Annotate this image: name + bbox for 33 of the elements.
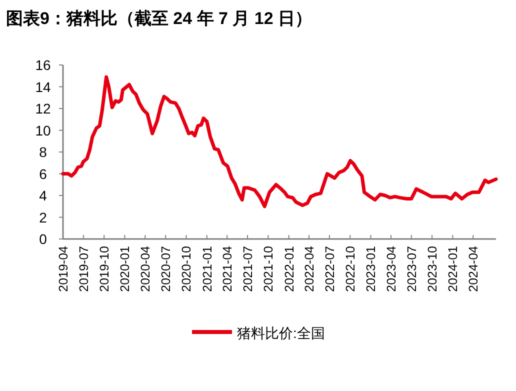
x-tick-label: 2019-07	[76, 246, 91, 292]
legend: 猪料比价:全国	[192, 325, 325, 341]
x-tick-label: 2022-04	[302, 246, 317, 292]
x-tick-label: 2019-10	[98, 246, 112, 292]
x-tick-label: 2019-04	[56, 246, 70, 292]
legend-label: 猪料比价:全国	[237, 325, 325, 341]
x-tick-label: 2020-01	[118, 246, 132, 292]
y-tick-label: 16	[35, 57, 51, 73]
x-tick-label: 2023-07	[404, 246, 419, 292]
x-tick-label: 2021-01	[200, 246, 214, 292]
x-tick-label: 2023-04	[384, 246, 398, 292]
x-tick-label: 2024-01	[446, 246, 460, 292]
x-tick-label: 2023-01	[364, 246, 378, 292]
y-tick-label: 0	[39, 231, 48, 247]
y-tick-label: 2	[39, 209, 48, 226]
x-tick-label: 2022-07	[322, 246, 337, 292]
y-tick-label: 6	[39, 166, 48, 182]
y-tick-label: 14	[35, 78, 51, 95]
chart-title: 图表9：猪料比（截至 24 年 7 月 12 日）	[6, 9, 312, 28]
x-tick-label: 2021-07	[241, 246, 256, 292]
x-tick-label: 2020-07	[159, 246, 174, 292]
x-tick-label: 2021-04	[220, 246, 235, 292]
x-tick-label: 2022-01	[282, 246, 296, 292]
x-tick-label: 2021-10	[262, 246, 276, 292]
y-tick-label: 10	[35, 122, 51, 138]
y-tick-label: 8	[39, 144, 48, 160]
x-tick-label: 2022-10	[344, 246, 358, 292]
x-tick-label: 2024-04	[466, 246, 481, 292]
x-tick-label: 2020-04	[138, 246, 153, 292]
x-tick-label: 2023-10	[426, 246, 440, 292]
x-tick-label: 2020-10	[180, 246, 194, 292]
y-tick-label: 4	[39, 188, 48, 204]
y-tick-label: 12	[35, 100, 51, 116]
